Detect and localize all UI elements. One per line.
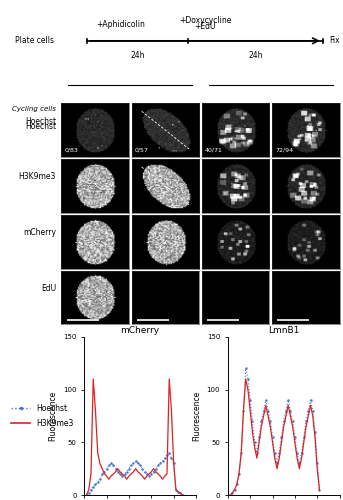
Y-axis label: Fluorescence: Fluorescence bbox=[49, 391, 58, 441]
Text: Plate cells: Plate cells bbox=[15, 36, 54, 46]
Text: Hoechst: Hoechst bbox=[25, 116, 56, 126]
Text: 0/57: 0/57 bbox=[135, 148, 149, 153]
Text: Scale bar: 10 μm: Scale bar: 10 μm bbox=[277, 308, 336, 314]
Title: LmnB1: LmnB1 bbox=[268, 326, 299, 334]
Text: EdU: EdU bbox=[41, 284, 56, 293]
Text: Hoechst: Hoechst bbox=[25, 122, 56, 131]
Text: 24h: 24h bbox=[248, 50, 263, 59]
Text: Fix: Fix bbox=[330, 36, 340, 46]
Y-axis label: Fluorescence: Fluorescence bbox=[192, 391, 201, 441]
Legend: Hoechst, H3K9me3: Hoechst, H3K9me3 bbox=[7, 400, 78, 432]
Text: 0/83: 0/83 bbox=[65, 148, 79, 153]
Text: 40/71: 40/71 bbox=[205, 148, 223, 153]
Text: +Doxycycline: +Doxycycline bbox=[179, 16, 231, 24]
Text: mCherry: mCherry bbox=[23, 228, 56, 237]
Text: 72/94: 72/94 bbox=[275, 148, 294, 153]
Text: +EdU: +EdU bbox=[194, 22, 216, 31]
Text: Cycling cells: Cycling cells bbox=[12, 106, 56, 112]
Text: H3K9me3: H3K9me3 bbox=[19, 172, 56, 182]
Text: 24h: 24h bbox=[131, 50, 145, 59]
Text: +Aphidicolin: +Aphidicolin bbox=[97, 20, 145, 29]
Title: mCherry: mCherry bbox=[121, 326, 160, 334]
